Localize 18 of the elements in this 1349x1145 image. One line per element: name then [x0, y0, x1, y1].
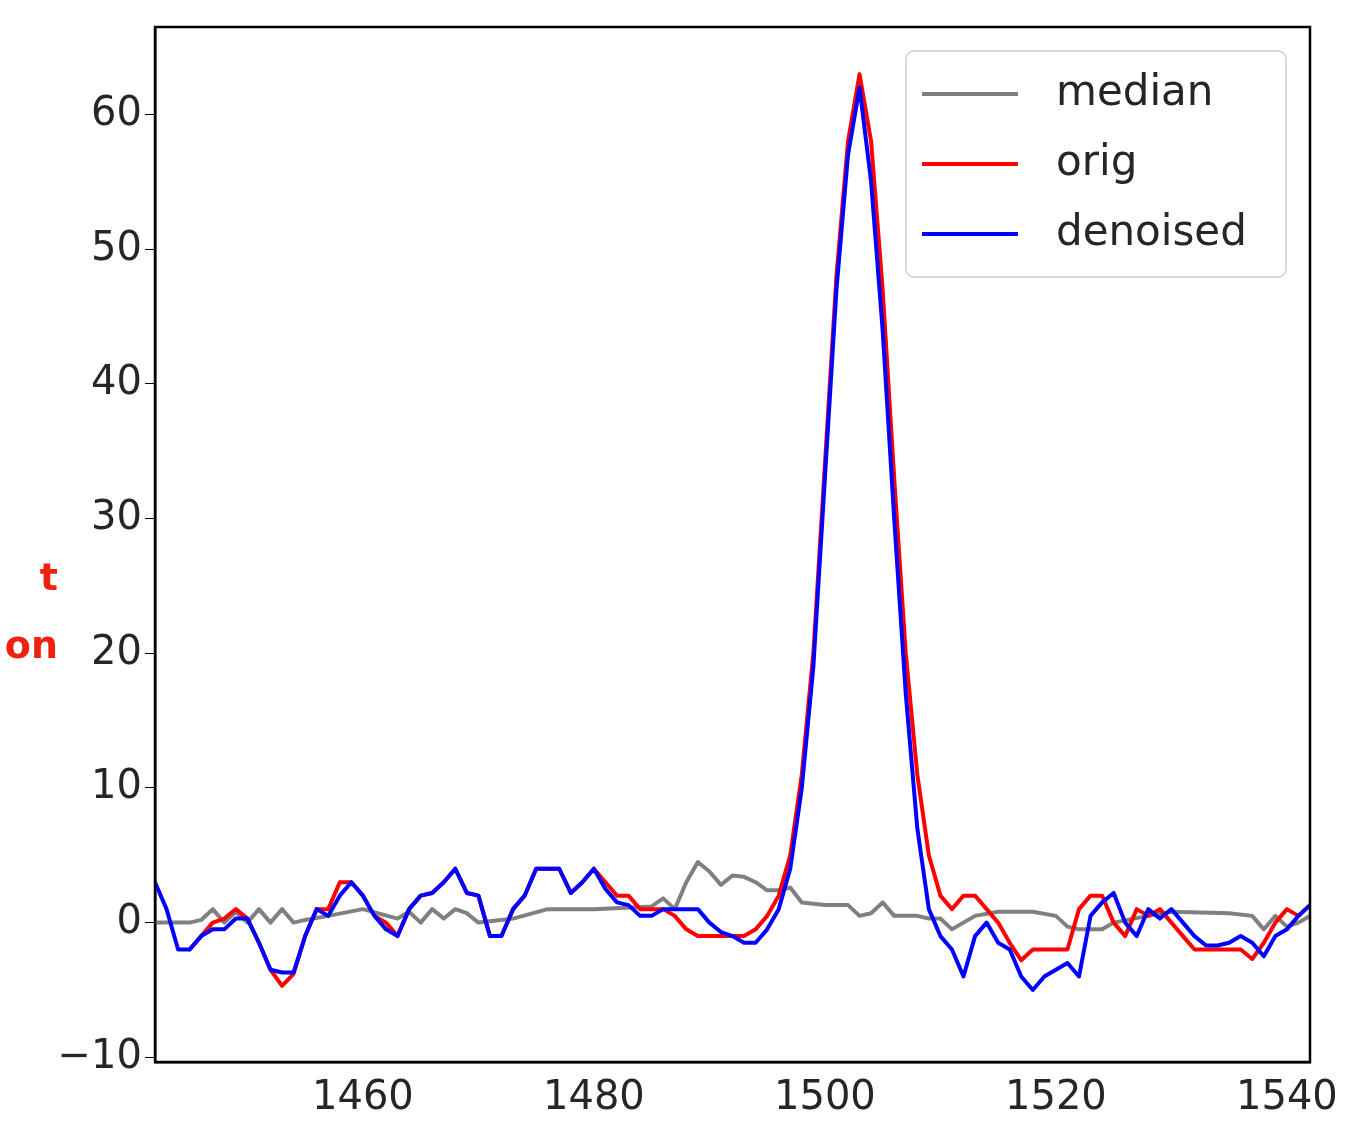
y-tick-label: 10	[91, 761, 142, 808]
y-tick-label: 40	[91, 357, 142, 404]
text: t	[39, 554, 58, 599]
x-tick-label: 1460	[312, 1072, 414, 1119]
y-tick-label: 60	[91, 87, 142, 134]
legend-label: median	[1056, 65, 1214, 115]
x-tick-label: 1500	[774, 1072, 876, 1119]
legend-label: denoised	[1056, 205, 1247, 255]
y-tick-label: 0	[116, 896, 142, 942]
y-tick-label: 50	[91, 222, 142, 269]
text: on	[4, 622, 58, 667]
y-tick-label: −10	[57, 1030, 142, 1077]
x-tick-label: 1480	[543, 1072, 645, 1119]
y-tick-label: 30	[91, 491, 142, 538]
x-tick-label: 1540	[1236, 1072, 1338, 1119]
y-tick-label: 20	[91, 626, 142, 673]
legend-label: orig	[1056, 135, 1138, 185]
x-tick-label: 1520	[1005, 1072, 1107, 1119]
